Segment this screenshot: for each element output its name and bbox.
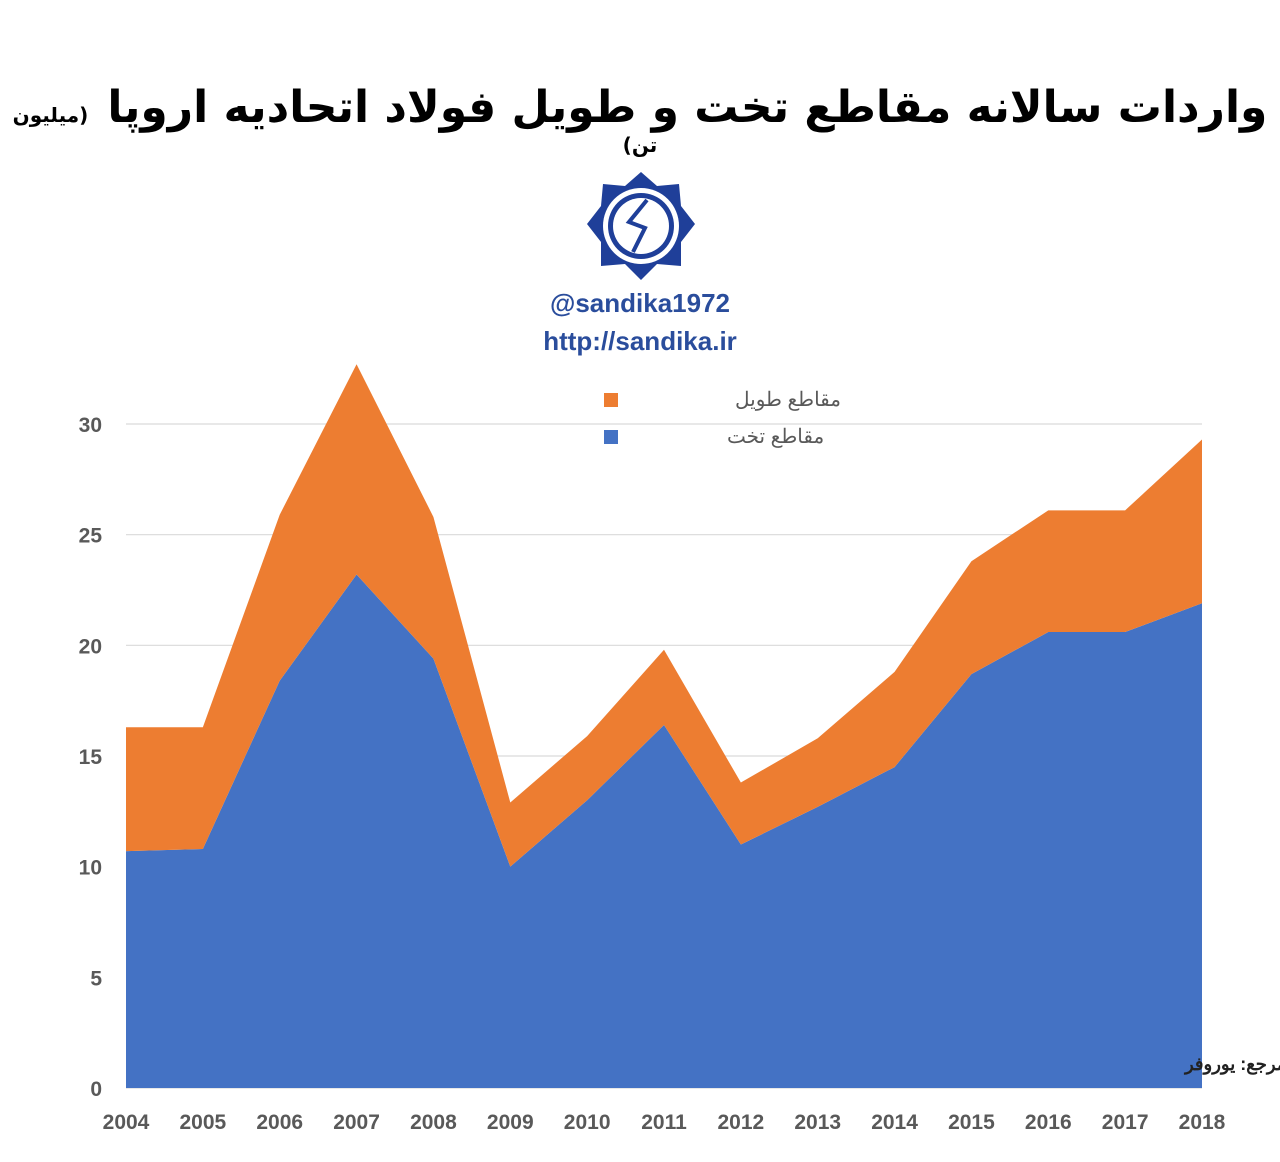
x-tick-label: 2013 <box>794 1111 841 1134</box>
area-series-0 <box>126 574 1202 1088</box>
source-note: مرجع: یوروفر <box>1183 1054 1280 1075</box>
x-tick-label: 2006 <box>256 1111 303 1134</box>
legend-label-long: مقاطع طویل <box>735 389 841 411</box>
x-tick-label: 2007 <box>333 1111 380 1134</box>
legend-swatch-long <box>604 393 618 407</box>
sandika-logo <box>587 172 695 280</box>
x-tick-label: 2018 <box>1179 1111 1226 1134</box>
x-tick-label: 2015 <box>948 1111 995 1134</box>
x-tick-label: 2005 <box>179 1111 226 1134</box>
y-tick-label: 30 <box>79 414 102 437</box>
x-tick-label: 2017 <box>1102 1111 1149 1134</box>
y-tick-label: 10 <box>79 857 102 880</box>
y-tick-label: 0 <box>90 1078 102 1101</box>
brand-handle: @sandika1972 <box>549 288 731 318</box>
chart-title: واردات سالانه مقاطع تخت و طویل فولاد اتح… <box>0 82 1280 157</box>
legend-label-flat: مقاطع تخت <box>727 426 824 448</box>
title-text: واردات سالانه مقاطع تخت و طویل فولاد اتح… <box>107 82 1268 133</box>
x-tick-label: 2016 <box>1025 1111 1072 1134</box>
brand-url: http://sandika.ir <box>543 326 737 356</box>
x-tick-label: 2012 <box>717 1111 764 1134</box>
x-tick-label: 2010 <box>564 1111 611 1134</box>
y-tick-label: 5 <box>90 967 102 990</box>
y-tick-label: 15 <box>79 746 103 769</box>
x-tick-label: 2011 <box>641 1111 687 1134</box>
x-tick-label: 2004 <box>103 1111 150 1134</box>
x-tick-label: 2008 <box>410 1111 457 1134</box>
x-tick-label: 2009 <box>487 1111 534 1134</box>
x-tick-label: 2014 <box>871 1111 918 1134</box>
y-tick-label: 25 <box>79 525 103 548</box>
y-tick-label: 20 <box>79 635 102 658</box>
legend: مقاطع طویل مقاطع تخت <box>604 389 841 448</box>
title-unit: (میلیون تن) <box>12 103 658 157</box>
legend-swatch-flat <box>604 430 618 444</box>
area-series-1 <box>126 364 1202 867</box>
